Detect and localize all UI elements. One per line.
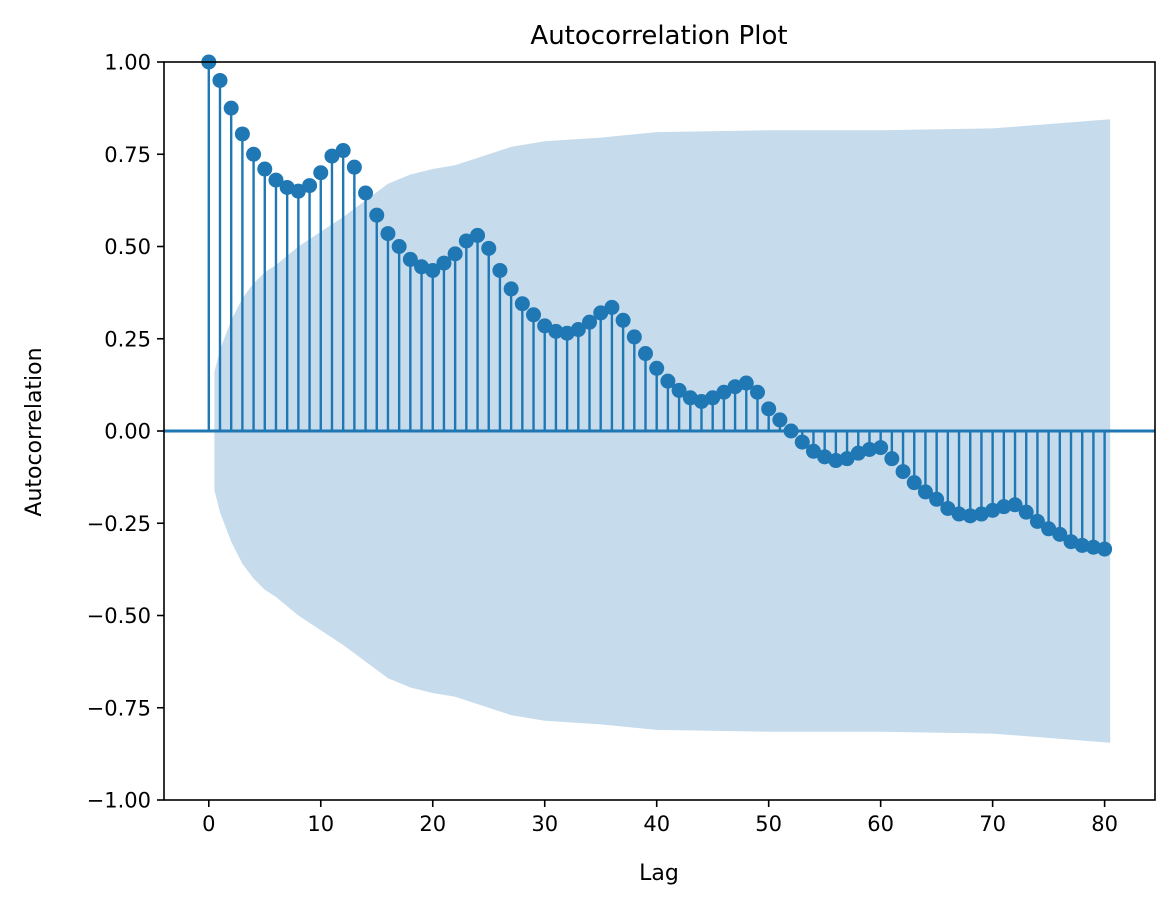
acf-point: [951, 506, 967, 522]
x-tick-label: 80: [1091, 812, 1118, 836]
acf-point: [638, 346, 654, 362]
acf-point: [929, 491, 945, 507]
acf-point: [761, 401, 777, 417]
x-tick-label: 50: [755, 812, 782, 836]
acf-point: [492, 262, 508, 278]
acf-point: [593, 305, 609, 321]
acf-point: [537, 318, 553, 334]
acf-point: [772, 412, 788, 428]
acf-point: [1029, 513, 1045, 529]
y-tick-label: −0.25: [87, 512, 151, 536]
x-tick-label: 0: [202, 812, 215, 836]
acf-point: [346, 159, 362, 175]
acf-point: [358, 185, 374, 201]
acf-point: [458, 233, 474, 249]
acf-point: [1085, 539, 1101, 555]
acf-point: [391, 239, 407, 254]
acf-point: [626, 329, 642, 345]
y-axis-label: Autocorrelation: [22, 347, 47, 516]
x-ticks-layer: 0 10 20 30 40 50 60 70 80: [202, 800, 1118, 836]
acf-point: [861, 441, 877, 457]
y-tick-label: 0.75: [104, 143, 151, 167]
x-tick-label: 60: [867, 812, 894, 836]
y-tick-label: −0.50: [87, 604, 151, 628]
acf-point: [570, 322, 586, 338]
chart-title: Autocorrelation Plot: [530, 21, 787, 51]
acf-point: [1018, 504, 1034, 520]
acf-point: [402, 251, 418, 267]
acf-point: [917, 484, 933, 500]
acf-point: [290, 183, 306, 199]
acf-point: [234, 126, 250, 142]
acf-point: [503, 281, 519, 297]
x-tick-label: 20: [419, 812, 446, 836]
acf-point: [425, 262, 441, 278]
acf-point: [660, 373, 676, 389]
acf-point: [749, 384, 765, 400]
acf-point: [962, 508, 978, 524]
acf-point: [369, 207, 385, 223]
acf-point: [436, 255, 452, 271]
acf-point: [604, 299, 620, 315]
acf-point: [526, 307, 542, 323]
acf-point: [246, 146, 262, 162]
acf-point: [380, 226, 396, 242]
x-axis-label: Lag: [639, 861, 679, 886]
acf-point: [1052, 526, 1068, 542]
stems-layer: [207, 62, 1106, 550]
acf-point: [335, 143, 351, 159]
acf-point: [302, 178, 318, 194]
x-tick-label: 40: [643, 812, 670, 836]
x-tick-label: 70: [979, 812, 1006, 836]
acf-point: [1074, 537, 1090, 553]
acf-point: [582, 314, 598, 330]
acf-point: [716, 384, 732, 400]
x-tick-label: 30: [531, 812, 558, 836]
acf-point: [223, 100, 239, 116]
acf-point: [1097, 541, 1113, 557]
acf-point: [828, 453, 844, 469]
y-tick-label: −0.75: [87, 696, 151, 720]
acf-point: [649, 360, 665, 376]
acf-point: [481, 240, 497, 256]
y-tick-label: −1.00: [87, 789, 151, 813]
acf-point: [615, 312, 631, 328]
acf-point: [1041, 521, 1057, 537]
y-tick-label: 0.00: [104, 420, 151, 444]
acf-point: [705, 390, 721, 406]
acf-point: [884, 451, 900, 467]
acf-point: [212, 72, 228, 88]
acf-point: [794, 434, 810, 450]
acf-point: [324, 148, 340, 164]
y-tick-label: 1.00: [104, 51, 151, 75]
acf-point: [257, 161, 273, 177]
acf-point: [447, 246, 463, 262]
acf-point: [873, 440, 889, 456]
acf-point: [996, 499, 1012, 515]
acf-point: [470, 227, 486, 243]
acf-point: [895, 464, 911, 480]
acf-point: [839, 451, 855, 467]
acf-point: [906, 475, 922, 491]
y-tick-label: 0.50: [104, 235, 151, 259]
x-tick-label: 10: [307, 812, 334, 836]
acf-point: [313, 165, 329, 181]
acf-point: [805, 443, 821, 459]
acf-point: [671, 382, 687, 398]
acf-point: [1007, 497, 1023, 513]
acf-point: [940, 500, 956, 516]
y-tick-label: 0.25: [104, 327, 151, 351]
acf-point: [548, 323, 564, 339]
acf-point: [268, 172, 284, 188]
y-ticks-layer: −1.00 −0.75 −0.50 −0.25 0.00 0.25 0.50 0.75 1.00: [87, 51, 164, 813]
acf-point: [783, 423, 799, 439]
acf-point: [514, 296, 530, 312]
acf-point: [738, 375, 754, 391]
markers-layer: [201, 54, 1113, 557]
